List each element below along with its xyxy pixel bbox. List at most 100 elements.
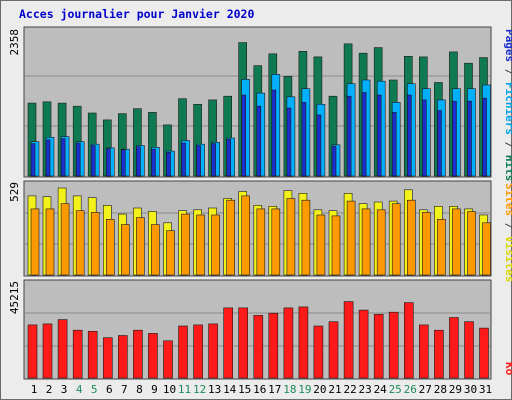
- bar-pages-day-7: [121, 149, 126, 177]
- x-tick-day-16: 16: [253, 383, 266, 396]
- bar-ko-day-undefined: [87, 330, 98, 379]
- kb-ylabel: Ko: [503, 362, 512, 376]
- bar-sites-day-undefined: [211, 214, 220, 276]
- x-tick-day-31: 31: [479, 383, 492, 396]
- bar-pages-day-5: [90, 145, 96, 177]
- bar-sites-day-undefined: [331, 215, 341, 276]
- bar-ko-day-undefined: [253, 315, 264, 379]
- bar-ko-day-undefined: [163, 340, 173, 379]
- bar-ko-day-undefined: [42, 323, 53, 379]
- bar-sites-day-undefined: [256, 208, 266, 276]
- bar-pages-day-28: [437, 110, 442, 177]
- bar-pages-day-22: [346, 95, 352, 177]
- bar-sites-day-undefined: [60, 203, 70, 276]
- bar-pages-day-10: [166, 152, 171, 177]
- x-tick-day-15: 15: [238, 383, 251, 396]
- bar-ko-day-undefined: [388, 311, 399, 379]
- bar-sites-day-undefined: [452, 208, 461, 276]
- x-tick-day-3: 3: [61, 383, 68, 396]
- x-tick-day-10: 10: [163, 383, 176, 396]
- bar-pages-day-4: [75, 142, 81, 177]
- bar-pages-day-14: [226, 138, 231, 177]
- bar-sites-day-undefined: [301, 199, 311, 276]
- bar-ko-day-undefined: [328, 321, 339, 379]
- bar-pages-day-27: [421, 99, 427, 177]
- bar-sites-day-undefined: [90, 212, 100, 276]
- bar-pages-day-6: [106, 148, 111, 177]
- bar-ko-day-undefined: [223, 307, 233, 379]
- bar-sites-day-undefined: [376, 209, 386, 276]
- bar-ko-day-undefined: [268, 312, 279, 379]
- bar-sites-day-undefined: [391, 203, 401, 276]
- bar-pages-day-9: [151, 148, 156, 177]
- x-tick-day-4: 4: [76, 383, 83, 396]
- hits-max-label: 2358: [8, 29, 21, 56]
- x-tick-day-19: 19: [298, 383, 311, 396]
- bar-pages-day-23: [361, 92, 367, 177]
- bar-ko-day-undefined: [358, 309, 369, 379]
- ylabel-sep: /: [503, 216, 512, 236]
- visits-ylabel: Sites / Visites: [503, 183, 512, 282]
- bar-pages-day-2: [45, 139, 51, 177]
- bar-sites-day-undefined: [226, 199, 235, 276]
- bar-pages-day-21: [331, 145, 337, 177]
- bar-sites-day-undefined: [482, 222, 491, 276]
- bar-sites-day-undefined: [121, 224, 130, 276]
- x-tick-day-14: 14: [223, 383, 237, 396]
- x-tick-day-1: 1: [31, 383, 38, 396]
- kb-max-label: 45215: [8, 281, 21, 314]
- bar-sites-day-undefined: [241, 195, 250, 276]
- bar-sites-day-undefined: [346, 200, 356, 276]
- bar-ko-day-undefined: [193, 324, 203, 379]
- x-tick-day-27: 27: [419, 383, 432, 396]
- bar-ko-day-undefined: [403, 302, 414, 379]
- bar-ko-day-undefined: [178, 325, 188, 379]
- bar-sites-day-undefined: [45, 208, 55, 276]
- x-tick-day-30: 30: [464, 383, 477, 396]
- bar-pages-day-18: [286, 107, 292, 177]
- x-tick-day-11: 11: [178, 383, 191, 396]
- x-tick-day-9: 9: [151, 383, 158, 396]
- hits-ylabel: Pages / Fichiers / Hits: [503, 29, 512, 181]
- chart-bars: [27, 42, 491, 379]
- bar-ko-day-undefined: [479, 327, 489, 379]
- ylabel-pages: Pages: [503, 29, 512, 62]
- bar-sites-day-undefined: [30, 208, 40, 276]
- bar-ko-day-undefined: [434, 329, 444, 379]
- ylabel-hits: Hits: [503, 155, 512, 182]
- bar-pages-day-11: [181, 142, 186, 177]
- chart-title: Acces journalier pour Janvier 2020: [19, 7, 254, 21]
- bar-ko-day-undefined: [148, 333, 158, 379]
- bar-sites-day-undefined: [361, 208, 371, 276]
- bar-pages-day-24: [376, 94, 382, 177]
- ylabel-visits: Visites: [503, 236, 512, 282]
- x-tick-day-5: 5: [91, 383, 98, 396]
- bar-sites-day-undefined: [316, 214, 326, 276]
- ylabel-sep: /: [503, 135, 512, 155]
- x-tick-day-29: 29: [449, 383, 462, 396]
- x-tick-day-13: 13: [208, 383, 221, 396]
- x-tick-day-25: 25: [389, 383, 402, 396]
- bar-ko-day-undefined: [103, 337, 113, 379]
- bar-ko-day-undefined: [418, 324, 429, 379]
- x-tick-day-24: 24: [374, 383, 388, 396]
- bar-sites-day-undefined: [421, 212, 431, 276]
- bar-sites-day-undefined: [467, 211, 476, 276]
- bar-ko-day-undefined: [238, 307, 248, 379]
- bar-sites-day-undefined: [196, 214, 205, 276]
- x-tick-day-21: 21: [328, 383, 341, 396]
- bar-ko-day-undefined: [373, 313, 384, 379]
- bar-pages-day-20: [316, 114, 322, 177]
- bar-pages-day-25: [391, 112, 397, 177]
- bar-pages-day-13: [211, 143, 216, 177]
- x-tick-day-22: 22: [343, 383, 356, 396]
- bar-pages-day-15: [241, 94, 246, 177]
- bar-ko-day-undefined: [464, 321, 474, 379]
- bar-ko-day-undefined: [72, 329, 83, 379]
- ylabel-ko: Ko: [503, 362, 512, 376]
- bar-ko-day-undefined: [343, 301, 354, 379]
- x-tick-day-12: 12: [193, 383, 206, 396]
- bar-ko-day-undefined: [449, 317, 459, 379]
- bar-sites-day-undefined: [151, 224, 160, 276]
